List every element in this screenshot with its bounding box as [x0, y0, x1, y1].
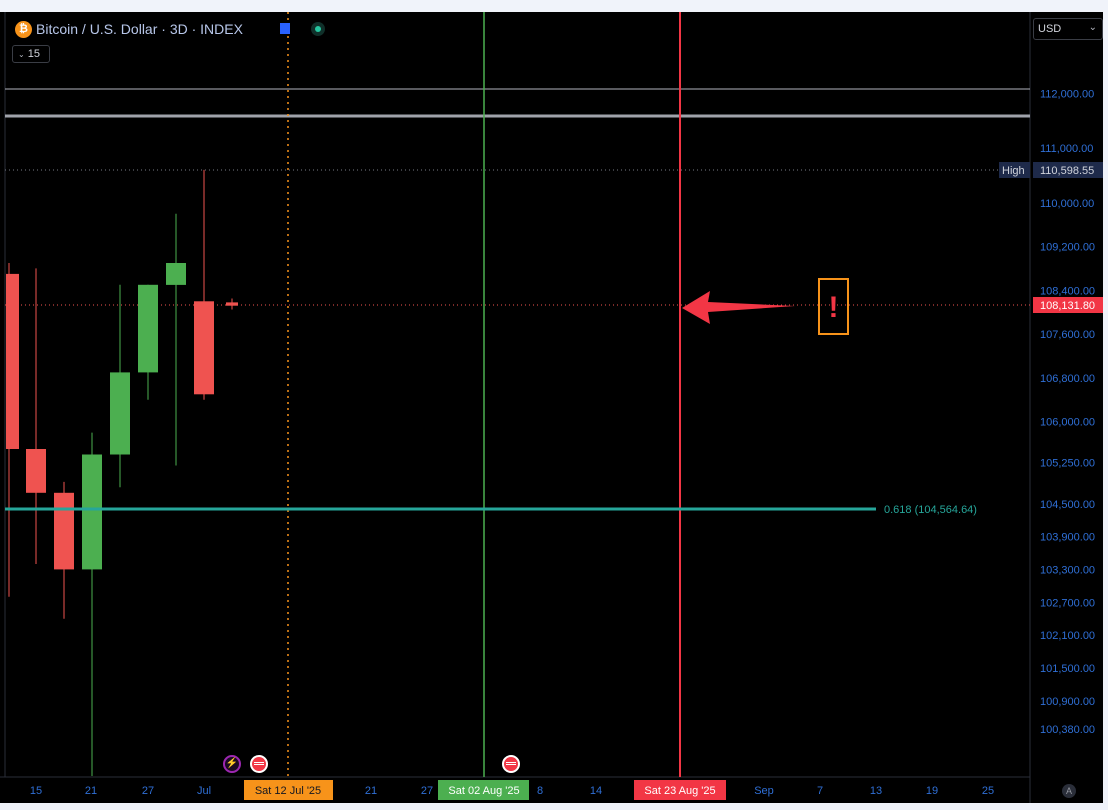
time-tick-label: 19: [926, 785, 938, 797]
price-tick-label: 102,100.00: [1040, 630, 1095, 642]
lightning-event-icon[interactable]: ⚡: [223, 755, 241, 773]
bitcoin-icon: ₿: [15, 21, 32, 38]
time-tick-label: Sep: [754, 785, 774, 797]
time-axis[interactable]: 15 21 27 Jul 21 27 8 14 Sep 7 13 19 25: [30, 785, 994, 797]
date-tag-green: Sat 02 Aug '25: [448, 785, 519, 797]
price-tick-label: 100,900.00: [1040, 696, 1095, 708]
alert-marker[interactable]: !: [818, 278, 849, 335]
currency-label: USD: [1038, 23, 1062, 35]
candle-body: [138, 284, 158, 373]
candle-body: [6, 273, 19, 449]
price-axis[interactable]: 112,000.00 111,000.00 110,000.00 109,200.00…: [1040, 88, 1095, 736]
price-tick-label: 107,600.00: [1040, 329, 1095, 341]
market-status-icon[interactable]: [311, 22, 325, 36]
candle-body: [82, 454, 102, 570]
candle-body: [110, 372, 130, 455]
arrow-annotation[interactable]: [682, 291, 795, 324]
price-tick-label: 108,400.00: [1040, 285, 1095, 297]
last-price-tag: 108,131.80: [1040, 300, 1095, 312]
date-tag-orange-bg: [244, 780, 333, 800]
time-tick-label: 27: [142, 785, 154, 797]
candle-body: [26, 449, 46, 493]
price-tick-label: 103,300.00: [1040, 564, 1095, 576]
flag-icon[interactable]: [280, 23, 290, 34]
time-tick-label: 21: [85, 785, 97, 797]
time-tick-label: 25: [982, 785, 994, 797]
price-tick-label: 103,900.00: [1040, 532, 1095, 544]
candle-body: [54, 492, 74, 570]
price-tick-label: 110,000.00: [1040, 198, 1094, 210]
chevron-down-icon: ⌄: [18, 50, 25, 59]
price-tick-label: 102,700.00: [1040, 597, 1095, 609]
price-tick-label: 105,250.00: [1040, 458, 1095, 470]
time-tick-label: 15: [30, 785, 42, 797]
chevron-down-icon: ⌄: [1088, 22, 1097, 33]
candle-body: [166, 263, 186, 285]
high-price-tag: 110,598.55: [1040, 165, 1094, 177]
high-price-tag-name: High: [1002, 165, 1025, 177]
top-strip: [0, 0, 1108, 12]
high-price-tag-name-bg: [999, 162, 1030, 178]
price-tick-label: 112,000.00: [1040, 88, 1094, 100]
interval-value: 15: [27, 48, 41, 60]
alert-exclamation: !: [828, 291, 839, 324]
us-flag-event-icon[interactable]: [250, 755, 268, 773]
currency-selector[interactable]: USD ⌄: [1033, 18, 1103, 40]
time-tick-label: 27: [421, 785, 433, 797]
candle-body: [226, 302, 238, 306]
time-tick-label: 8: [537, 785, 543, 797]
last-price-tag-bg: [1033, 297, 1103, 313]
price-tick-label: 109,200.00: [1040, 242, 1095, 254]
date-tag-red-bg: [634, 780, 726, 800]
time-tick-label: 21: [365, 785, 377, 797]
price-tick-label: 106,800.00: [1040, 373, 1095, 385]
time-tick-label: 7: [817, 785, 823, 797]
interval-selector[interactable]: ⌄ 15: [12, 45, 50, 63]
price-tick-label: 111,000.00: [1040, 143, 1093, 155]
candle-series: [6, 169, 238, 776]
high-price-tag-bg: [1033, 162, 1103, 178]
time-tick-label: 13: [870, 785, 882, 797]
fibonacci-label: 0.618 (104,564.64): [884, 504, 977, 516]
price-tick-label: 100,380.00: [1040, 724, 1095, 736]
bottom-border: [0, 803, 1108, 810]
us-flag-event-icon[interactable]: [502, 755, 520, 773]
date-tag-orange: Sat 12 Jul '25: [255, 785, 321, 797]
price-tick-label: 106,000.00: [1040, 417, 1095, 429]
auto-scale-button[interactable]: A: [1062, 784, 1076, 798]
time-tick-label: 14: [590, 785, 602, 797]
right-border: [1103, 12, 1108, 810]
date-tag-green-bg: [438, 780, 529, 800]
time-tick-label: Jul: [197, 785, 211, 797]
date-tag-red: Sat 23 Aug '25: [644, 785, 715, 797]
candle-body: [194, 301, 214, 395]
symbol-title[interactable]: Bitcoin / U.S. Dollar · 3D · INDEX: [36, 21, 243, 37]
price-tick-label: 104,500.00: [1040, 499, 1095, 511]
price-tick-label: 101,500.00: [1040, 663, 1095, 675]
